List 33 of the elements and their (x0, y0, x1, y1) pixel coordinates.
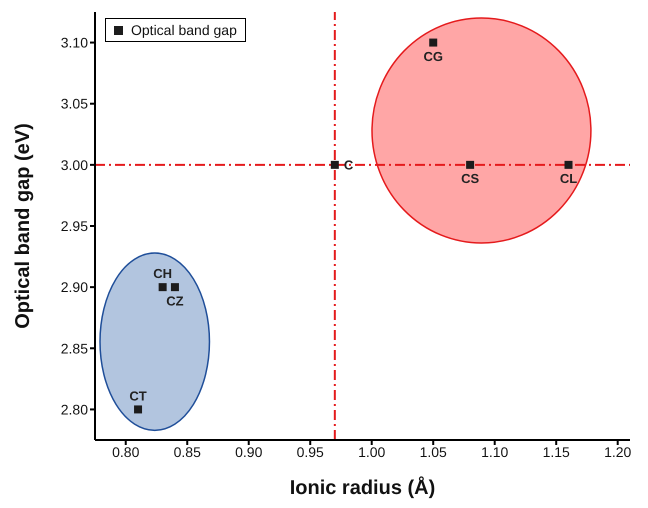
y-tick-label: 3.00 (60, 156, 88, 173)
point (170, 283, 179, 292)
x-tick-label: 0.85 (174, 444, 202, 460)
annotation: C (344, 157, 354, 172)
y-tick-label: 2.95 (60, 218, 88, 234)
y-tick-label: 3.10 (60, 34, 88, 51)
y-tick-label: 3.05 (60, 96, 88, 112)
annotation: CG (423, 48, 443, 64)
y-tick-label: 2.85 (60, 340, 88, 356)
annotation: CZ (166, 293, 184, 308)
x-tick-label: 1.00 (358, 444, 386, 460)
x-axis-title: Ionic radius (Å) (290, 476, 436, 499)
point (158, 283, 167, 292)
y-axis-title: Optical band gap (eV) (12, 123, 34, 329)
y-tick-label: 2.80 (60, 401, 88, 418)
annotation: CS (461, 171, 480, 186)
x-tick-label: 1.20 (604, 444, 632, 460)
point (134, 405, 142, 414)
x-tick-label: 0.80 (112, 444, 140, 460)
x-tick-label: 1.15 (542, 444, 570, 460)
point (330, 160, 339, 169)
x-tick-label: 1.10 (481, 444, 509, 460)
annotation: CL (560, 171, 578, 186)
y-tick-label: 2.90 (60, 279, 88, 296)
point (564, 160, 573, 169)
annotation: CH (153, 266, 172, 282)
x-tick-label: 0.90 (235, 444, 263, 460)
point (466, 160, 474, 169)
legend-label: Optical band gap (131, 22, 237, 38)
annotation: CT (129, 388, 147, 404)
x-tick-label: 1.05 (420, 444, 448, 460)
x-tick-label: 0.95 (296, 444, 324, 460)
point (429, 38, 438, 47)
